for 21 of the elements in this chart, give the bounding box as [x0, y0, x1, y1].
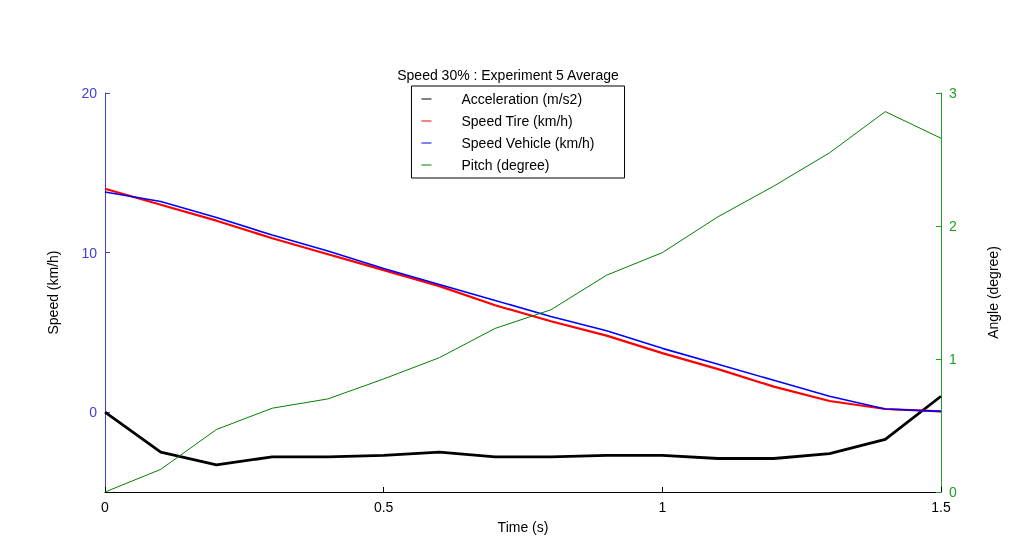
- legend-label: Speed Vehicle (km/h): [461, 135, 595, 151]
- y2-tick-label: 0: [949, 484, 957, 500]
- line-series: [103, 394, 943, 467]
- chart-title: Speed 30% : Experiment 5 Average: [397, 67, 619, 83]
- y-tick-label: 20: [81, 85, 98, 101]
- legend-label: Acceleration (m/s2): [461, 91, 583, 107]
- x-tick-label: 0: [101, 499, 110, 515]
- y2-tick-label: 3: [949, 85, 957, 101]
- x-axis-title: Time (s): [497, 519, 549, 535]
- y-axis-title: Speed (km/h): [45, 250, 61, 335]
- x-tick-label: 1.5: [931, 499, 951, 515]
- y2-tick-label: 1: [949, 351, 957, 367]
- x-tick-label: 0.5: [373, 499, 394, 515]
- y2-axis-title: Angle (degree): [985, 246, 1001, 339]
- y2-tick-label: 2: [949, 218, 957, 234]
- line-series: [104, 111, 942, 493]
- y-tick-label: 10: [81, 244, 98, 261]
- legend-label: Pitch (degree): [461, 157, 550, 173]
- x-tick-label: 1: [658, 499, 667, 515]
- y-tick-label: 0: [89, 404, 98, 421]
- legend-label: Speed Tire (km/h): [461, 113, 573, 129]
